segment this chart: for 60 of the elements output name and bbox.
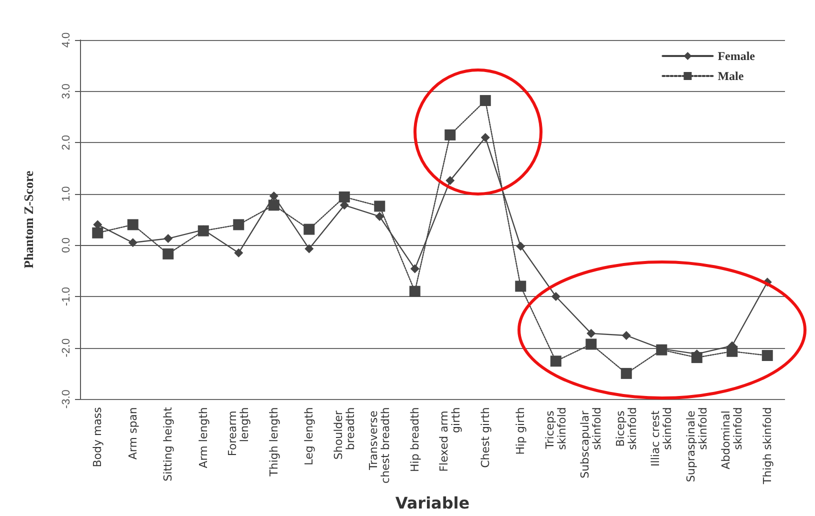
point: [304, 244, 314, 254]
x-tick-label: Supraspinale skinfold: [684, 407, 710, 482]
point: [551, 292, 560, 301]
point: [480, 95, 491, 106]
point: [586, 328, 596, 338]
x-tick-label: Biceps skinfold: [614, 407, 639, 450]
point: [233, 219, 244, 230]
x-tick-label: Thigh length: [267, 407, 280, 478]
point: [374, 200, 386, 212]
x-axis-title: Variable: [395, 494, 470, 512]
point: [304, 224, 315, 235]
y-tick-label: -3.0: [60, 390, 72, 409]
x-tick-label: Illiac crest skinfold: [649, 407, 674, 466]
y-tick-label: 1.0: [60, 186, 72, 202]
point: [162, 248, 174, 260]
y-tick-label: 4.0: [60, 32, 72, 48]
x-tick-label: Subscapular skinfold: [578, 407, 604, 478]
point: [127, 219, 138, 230]
point: [128, 238, 138, 248]
x-tick-label: Thigh skinfold: [760, 407, 774, 486]
x-tick-label: Shoulder breadth: [332, 407, 357, 460]
x-tick-label: Leg length: [302, 407, 316, 466]
point: [622, 330, 631, 340]
point: [586, 338, 597, 350]
y-tick-label: 0.0: [60, 238, 72, 253]
x-tick-label: Hip breadth: [408, 407, 422, 472]
point: [762, 350, 773, 361]
x-tick-label: Chest girth: [478, 407, 492, 468]
point: [550, 356, 562, 367]
y-tick-label: -2.0: [60, 338, 72, 358]
point: [234, 248, 244, 258]
x-tick-label: Arm span: [126, 407, 140, 460]
point: [92, 227, 104, 238]
point: [516, 242, 526, 251]
x-tick-label: Arm length: [196, 407, 210, 468]
x-tick-label: Flexed arm girth: [438, 407, 463, 472]
y-axis-title: Phantom Z-Score: [21, 170, 36, 268]
point: [164, 234, 173, 244]
point: [338, 191, 350, 202]
legend-label: Female: [718, 49, 756, 63]
point: [269, 191, 278, 200]
point: [410, 264, 420, 274]
legend-label: Male: [718, 69, 744, 83]
y-tick-label: 3.0: [60, 84, 72, 99]
point: [515, 280, 526, 292]
point: [480, 132, 490, 142]
x-tick-label: Abdominal skinfold: [720, 407, 745, 470]
y-tick-label: -1.0: [60, 287, 72, 306]
point: [409, 286, 420, 297]
x-tick-label: Sitting height: [162, 406, 175, 482]
x-tick-label: Triceps skinfold: [543, 407, 568, 450]
x-tick-label: Forearm length: [226, 407, 252, 456]
x-tick-label: Hip girth: [514, 407, 528, 455]
point: [444, 129, 456, 140]
x-tick-label: Body mass: [91, 406, 104, 468]
x-tick-label: Transverse chest breadth: [367, 407, 392, 484]
y-tick-label: 2.0: [60, 134, 72, 150]
point: [375, 212, 384, 221]
point: [620, 368, 632, 379]
point: [446, 176, 455, 186]
